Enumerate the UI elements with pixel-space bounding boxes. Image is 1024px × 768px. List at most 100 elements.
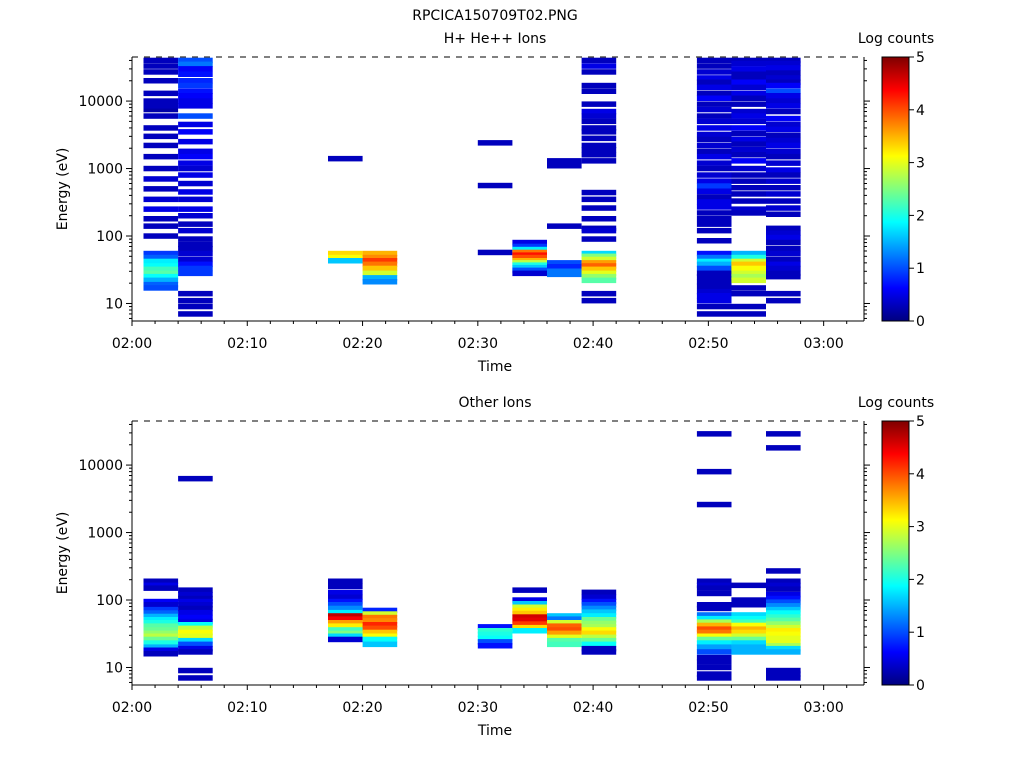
- heatmap-cell: [581, 57, 617, 64]
- heatmap-cell: [178, 206, 213, 212]
- y-tick-label: 10: [105, 660, 123, 676]
- heatmap-cell: [143, 69, 179, 75]
- heatmap-cell: [766, 234, 801, 241]
- heatmap-cell: [731, 644, 766, 650]
- heatmap-cell: [581, 273, 617, 280]
- x-tick-label: 02:20: [342, 336, 382, 352]
- heatmap-cell: [143, 606, 179, 613]
- heatmap-cell: [143, 78, 179, 84]
- heatmap-cell: [581, 227, 617, 234]
- heatmap-cell: [328, 602, 363, 608]
- heatmap-cell: [731, 602, 766, 608]
- heatmap-cell: [143, 640, 179, 646]
- heatmap-cell: [512, 614, 547, 620]
- colorbar-tick-label: 4: [916, 103, 925, 119]
- heatmap-cell: [731, 191, 766, 197]
- heatmap-cell: [362, 618, 398, 624]
- heatmap-cell: [731, 582, 766, 589]
- heatmap-cell: [477, 624, 513, 630]
- heatmap-cell: [143, 630, 179, 637]
- heatmap-cell: [731, 118, 766, 125]
- heatmap-cell: [328, 258, 363, 264]
- heatmap-cell: [696, 227, 732, 234]
- heatmap-cell: [143, 196, 179, 203]
- axes: 02:00 02:10 02:20 02:30 02:40 02:50 03:00 10 100…: [78, 420, 870, 716]
- heatmap-cell: [178, 98, 213, 104]
- heatmap-cell: [178, 265, 213, 272]
- heatmap-cell: [178, 609, 213, 616]
- heatmap-cell: [328, 633, 363, 639]
- heatmap-cell: [766, 65, 801, 71]
- heatmap-cell: [766, 57, 801, 64]
- heatmap-cell: [512, 246, 547, 253]
- heatmap-cell: [143, 90, 179, 97]
- colorbar-tick-label: 3: [916, 520, 925, 536]
- heatmap-cell: [581, 290, 617, 297]
- heatmap-cell: [581, 236, 617, 242]
- heatmap-cell: [696, 283, 732, 289]
- heatmap-cell: [696, 258, 732, 265]
- x-tick-label: 02:10: [227, 336, 267, 352]
- heatmap-cell: [143, 277, 179, 284]
- figure-title: RPCICA150709T02.PNG: [412, 8, 577, 24]
- heatmap-cell: [581, 266, 617, 273]
- heatmap-cell: [696, 95, 732, 101]
- y-tick-label: 100: [96, 593, 123, 609]
- heatmap-cell: [696, 640, 732, 646]
- heatmap-cell: [696, 63, 732, 69]
- heatmap-cell: [731, 125, 766, 131]
- x-tick-label: 02:30: [458, 700, 498, 716]
- heatmap-cell: [766, 137, 801, 144]
- x-tick-label: 02:50: [688, 336, 728, 352]
- heatmap-cell: [143, 103, 179, 109]
- heatmap-cell: [766, 273, 801, 280]
- heatmap-cell: [731, 66, 766, 72]
- y-tick-label: 10000: [78, 458, 123, 474]
- heatmap-cell: [731, 615, 766, 622]
- heatmap-cell: [143, 254, 179, 261]
- heatmap-cell: [362, 607, 398, 614]
- colorbar: [881, 56, 910, 322]
- panel-title: H+ He++ Ions: [444, 31, 547, 47]
- heatmap-cell: [731, 90, 766, 97]
- heatmap-cell: [696, 194, 732, 200]
- heatmap-cell: [143, 623, 179, 629]
- heatmap-cell: [512, 239, 547, 246]
- heatmap-cell: [143, 285, 179, 291]
- heatmap-cell: [547, 627, 582, 633]
- y-tick-label: 1000: [87, 526, 123, 542]
- heatmap-cell: [178, 270, 213, 277]
- heatmap-cell: [731, 612, 766, 618]
- heatmap-cell: [581, 624, 617, 630]
- heatmap-cell: [512, 617, 547, 624]
- heatmap-cell: [178, 121, 213, 128]
- heatmap-cell: [696, 90, 732, 97]
- heatmap-cell: [766, 297, 801, 304]
- heatmap-cell: [512, 254, 547, 261]
- heatmap-cell: [696, 605, 732, 612]
- heatmap-cell: [143, 263, 179, 269]
- heatmap-cell: [547, 630, 582, 637]
- heatmap-cell: [766, 265, 801, 272]
- heatmap-cell: [143, 598, 179, 605]
- colorbar-tick-label: 5: [916, 414, 925, 430]
- y-tick-label: 10000: [78, 94, 123, 110]
- heatmap-cell: [328, 583, 363, 589]
- heatmap-cell: [696, 612, 732, 618]
- x-axis-label: Time: [477, 723, 512, 739]
- heatmap-cell: [696, 160, 732, 166]
- heatmap-cell: [731, 277, 766, 284]
- heatmap-cell: [178, 637, 213, 644]
- heatmap-cell: [766, 250, 801, 257]
- heatmap-cell: [512, 621, 547, 627]
- heatmap-cell: [766, 153, 801, 160]
- heatmap-cell: [696, 585, 732, 591]
- heatmap-cell: [696, 254, 732, 261]
- heatmap-cell: [581, 634, 617, 641]
- heatmap-cell: [362, 641, 398, 648]
- heatmap-cell: [178, 622, 213, 628]
- heatmap-cell: [547, 641, 582, 648]
- heatmap-cell: [581, 649, 617, 655]
- heatmap-cell: [581, 113, 617, 119]
- heatmap-cell: [143, 165, 179, 172]
